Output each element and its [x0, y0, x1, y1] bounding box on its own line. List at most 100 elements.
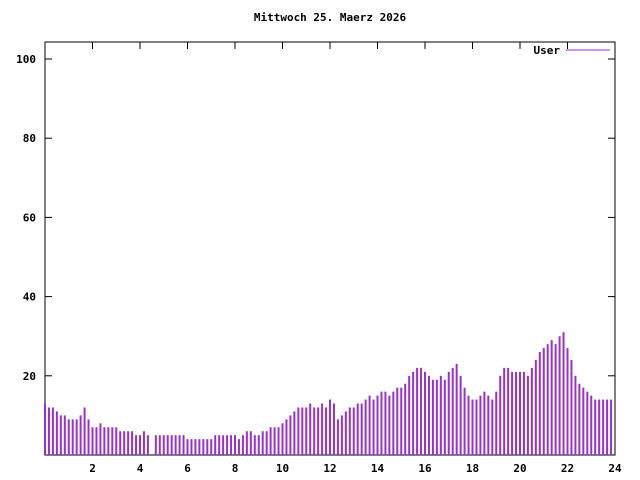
- bar: [265, 431, 268, 455]
- bar: [123, 431, 126, 455]
- bar: [222, 435, 225, 455]
- x-tick-label: 22: [561, 462, 574, 475]
- bar: [257, 435, 260, 455]
- bar: [356, 403, 359, 455]
- bar: [162, 435, 165, 455]
- bar: [119, 431, 122, 455]
- bar: [507, 367, 510, 455]
- bar: [578, 383, 581, 455]
- bar: [495, 391, 498, 455]
- bar: [297, 407, 300, 455]
- bar: [269, 427, 272, 455]
- bar: [586, 391, 589, 455]
- bar: [293, 411, 296, 455]
- bar: [67, 419, 70, 455]
- bar: [566, 348, 569, 455]
- bar: [467, 395, 470, 455]
- bar: [186, 439, 189, 455]
- bar: [368, 395, 371, 455]
- bar: [463, 387, 466, 455]
- bar: [610, 399, 613, 455]
- bar: [214, 435, 217, 455]
- bar: [63, 415, 66, 455]
- x-tick-label: 18: [466, 462, 479, 475]
- bar: [99, 423, 102, 455]
- x-tick-label: 8: [232, 462, 239, 475]
- x-tick-label: 6: [184, 462, 191, 475]
- bar: [309, 403, 312, 455]
- bar: [550, 340, 553, 455]
- y-tick-label: 40: [23, 291, 36, 304]
- bar: [83, 407, 86, 455]
- bar: [380, 391, 383, 455]
- bar: [170, 435, 173, 455]
- bar: [451, 367, 454, 455]
- x-tick-label: 2: [89, 462, 96, 475]
- bar: [396, 387, 399, 455]
- bar: [530, 367, 533, 455]
- bar: [91, 427, 94, 455]
- bar: [237, 439, 240, 455]
- plot-border: [44, 41, 616, 456]
- bar: [154, 435, 157, 455]
- bar: [218, 435, 221, 455]
- bar: [325, 407, 328, 455]
- bar: [594, 399, 597, 455]
- bar: [210, 439, 213, 455]
- bar: [372, 399, 375, 455]
- y-tick-label: 100: [16, 53, 36, 66]
- bar: [146, 435, 149, 455]
- bar: [439, 375, 442, 455]
- bar: [261, 431, 264, 455]
- bar: [285, 419, 288, 455]
- bar: [562, 332, 565, 455]
- bar: [344, 411, 347, 455]
- bar: [289, 415, 292, 455]
- chart-title: Mittwoch 25. Maerz 2026: [254, 11, 407, 24]
- bar: [190, 439, 193, 455]
- bar: [475, 399, 478, 455]
- y-tick-label: 80: [23, 132, 36, 145]
- bar: [313, 407, 316, 455]
- bar: [44, 403, 46, 455]
- legend-label: User: [534, 44, 561, 57]
- bar: [503, 367, 506, 455]
- bar: [412, 371, 415, 455]
- bar: [515, 371, 518, 455]
- bar: [534, 359, 537, 455]
- bar: [364, 399, 367, 455]
- bar: [519, 371, 521, 455]
- bar: [198, 439, 201, 455]
- x-tick-label: 12: [323, 462, 336, 475]
- bar: [348, 407, 351, 455]
- x-tick-label: 10: [276, 462, 289, 475]
- bar: [538, 352, 541, 455]
- bar: [424, 371, 426, 455]
- bar: [400, 387, 403, 455]
- bar: [158, 435, 161, 455]
- bar: [459, 375, 462, 455]
- bar: [47, 407, 50, 455]
- bar-series: [44, 332, 613, 455]
- bar: [241, 435, 244, 455]
- bar: [491, 399, 494, 455]
- bar: [392, 391, 395, 455]
- x-tick-label: 4: [137, 462, 144, 475]
- bar: [431, 379, 434, 455]
- bar: [75, 419, 78, 455]
- bar: [194, 439, 197, 455]
- bar: [404, 383, 407, 455]
- bar: [420, 367, 423, 455]
- bar: [226, 435, 229, 455]
- bar: [340, 415, 343, 455]
- y-tick-label: 60: [23, 211, 36, 224]
- bar: [360, 403, 363, 455]
- y-tick-label: 20: [23, 370, 36, 383]
- bar: [542, 348, 545, 455]
- bar: [483, 391, 486, 455]
- bar: [142, 431, 145, 455]
- bar: [166, 435, 169, 455]
- bar: [249, 431, 252, 455]
